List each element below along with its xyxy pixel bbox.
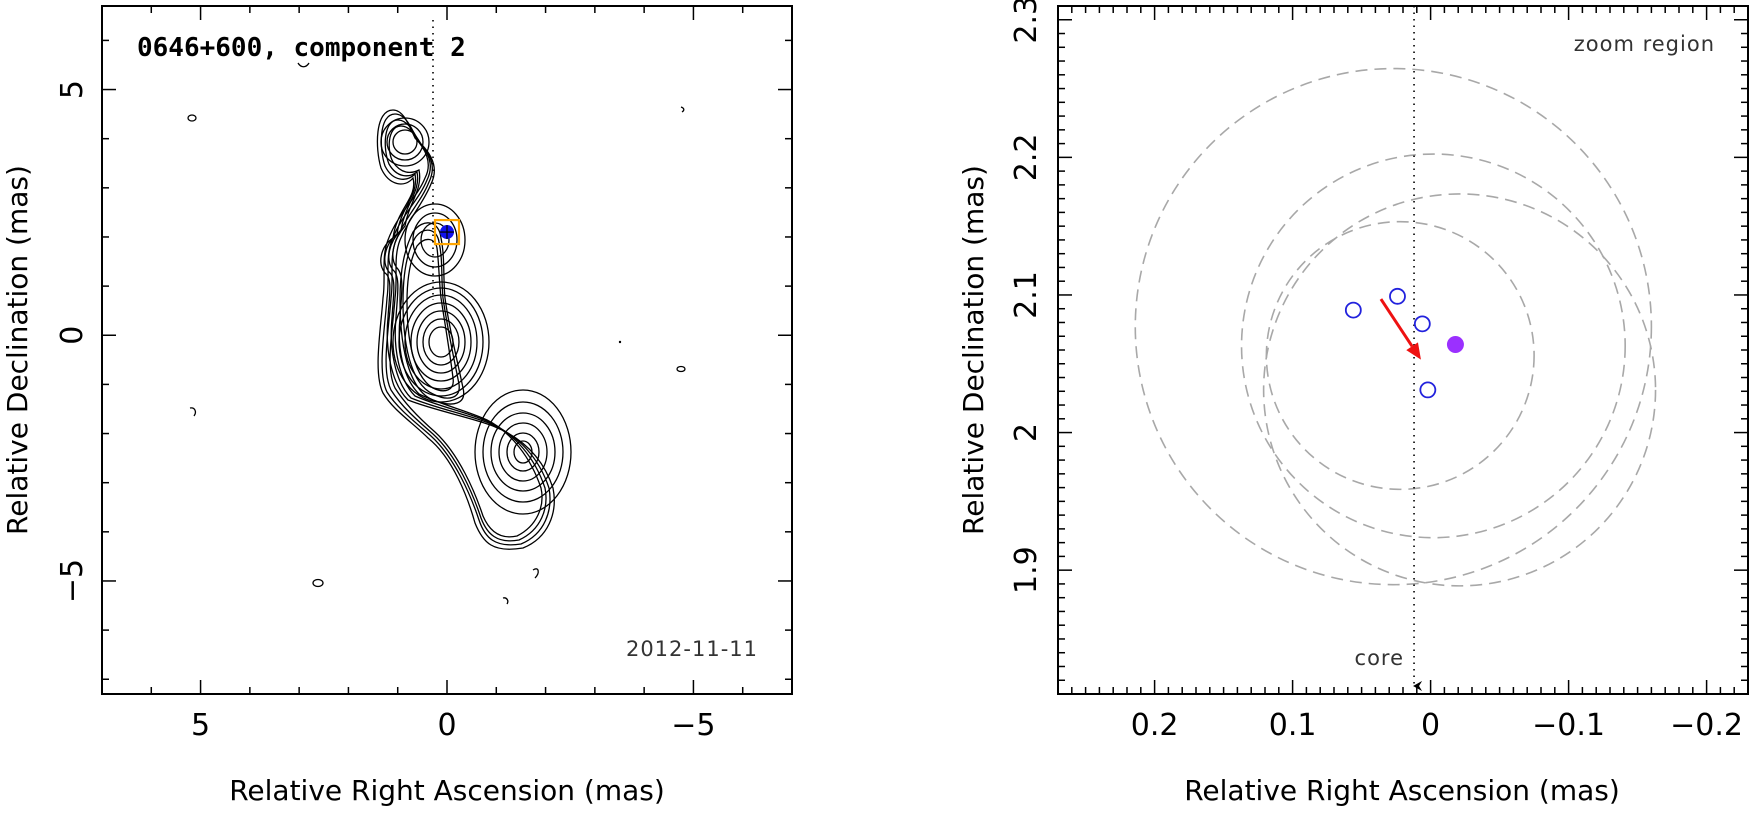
uncertainty-circle: [1134, 67, 1653, 586]
north-knot-contour-1: [380, 117, 430, 167]
noise-contour: [532, 568, 539, 579]
noise-contour: [297, 62, 310, 68]
y-tick-label: 2.3: [1009, 0, 1044, 44]
noise-contours: [187, 62, 686, 605]
uncertainty-circle: [1262, 193, 1657, 587]
uncertainty-circles: [1134, 67, 1657, 587]
left-title: 0646+600, component 2: [137, 33, 466, 63]
comp2-contour-1: [404, 203, 466, 277]
component-2-marker: [433, 218, 461, 246]
right-plot-area: [1134, 6, 1657, 691]
uncertainty-circle: [1240, 153, 1626, 539]
right-y-axis-label: Relative Declination (mas): [957, 165, 990, 535]
y-tick-label: 1.9: [1009, 546, 1044, 594]
component-positions: [1344, 287, 1464, 399]
left-plot-area: [187, 20, 686, 605]
filled-point: [1446, 335, 1464, 353]
y-tick-label: 5: [55, 80, 90, 99]
right-tick-labels: 0.2 0.1 0 −0.1 −0.2 1.9 2 2.1 2.2 2.3: [1009, 0, 1743, 743]
noise-contour: [187, 114, 197, 122]
left-y-axis-label: Relative Declination (mas): [1, 165, 34, 535]
motion-arrow: [1379, 298, 1414, 348]
open-point: [1389, 287, 1406, 305]
left-tick-labels: 5 0 −5 5 0 −5: [55, 80, 716, 743]
right-zoom-panel: 0.2 0.1 0 −0.1 −0.2 1.9 2 2.1 2.2 2.3 zoom region…: [957, 0, 1749, 807]
right-x-axis-label: Relative Right Ascension (mas): [1184, 774, 1620, 807]
right-ticks: [1058, 6, 1748, 694]
x-tick-label: 0.1: [1269, 708, 1317, 743]
uncertainty-circle: [1265, 220, 1535, 491]
core-contour-1: [392, 281, 490, 403]
y-tick-label: −5: [55, 559, 90, 603]
south-knot-contour-2: [482, 401, 564, 503]
noise-contour: [676, 365, 686, 373]
contour-5: [399, 222, 465, 405]
x-tick-label: 0: [437, 708, 456, 743]
left-x-axis-label: Relative Right Ascension (mas): [229, 774, 665, 807]
x-tick-label: 0: [1421, 708, 1440, 743]
north-knot-contour-2: [386, 123, 424, 161]
date-label: 2012-11-11: [626, 637, 758, 661]
x-tick-label: 5: [191, 708, 210, 743]
contour-4: [388, 125, 543, 538]
motion-arrowhead: [1406, 342, 1421, 360]
y-tick-label: 0: [55, 326, 90, 345]
x-tick-label: −5: [671, 708, 715, 743]
south-knot-contour-4: [498, 422, 548, 482]
x-tick-label: −0.1: [1532, 708, 1605, 743]
left-ticks: [101, 6, 793, 694]
noise-contour: [312, 578, 324, 588]
core-contour-4: [410, 302, 472, 382]
x-tick-label: −0.2: [1670, 708, 1743, 743]
y-tick-label: 2.1: [1009, 271, 1044, 319]
core-label: core: [1355, 646, 1405, 670]
north-knot-contour-3: [392, 129, 418, 155]
noise-contour: [680, 106, 685, 113]
y-tick-label: 2.2: [1009, 134, 1044, 182]
contour-3: [384, 119, 547, 542]
noise-contour: [502, 597, 509, 605]
south-knot-contour-6: [513, 440, 533, 464]
south-knot-contour-3: [490, 412, 556, 492]
left-contour-panel: 5 0 −5 5 0 −5 0646+600, component 2 2012-11-1…: [1, 5, 793, 807]
contour-6: [402, 229, 460, 399]
y-tick-label: 2: [1009, 423, 1044, 442]
open-point: [1413, 315, 1431, 333]
core-contour-5: [416, 310, 466, 374]
marker-box: [433, 218, 461, 246]
core-contour-3: [404, 294, 478, 390]
core-contour-6: [422, 318, 460, 366]
south-knot-contour-5: [506, 432, 540, 472]
zoom-region-label: zoom region: [1574, 32, 1715, 56]
noise-contour: [189, 407, 197, 417]
right-plot-frame: [1057, 5, 1749, 695]
core-contour-2: [398, 287, 484, 397]
contour-2: [380, 113, 551, 546]
contour-map: [376, 109, 572, 550]
open-point: [1344, 301, 1362, 319]
noise-contour: [618, 340, 622, 344]
x-tick-label: 0.2: [1131, 708, 1179, 743]
comp2-contour-2: [412, 212, 458, 268]
left-plot-frame: [101, 5, 793, 695]
south-knot-contour-1: [474, 389, 572, 515]
open-point: [1419, 381, 1437, 399]
core-contour-7: [428, 326, 454, 358]
